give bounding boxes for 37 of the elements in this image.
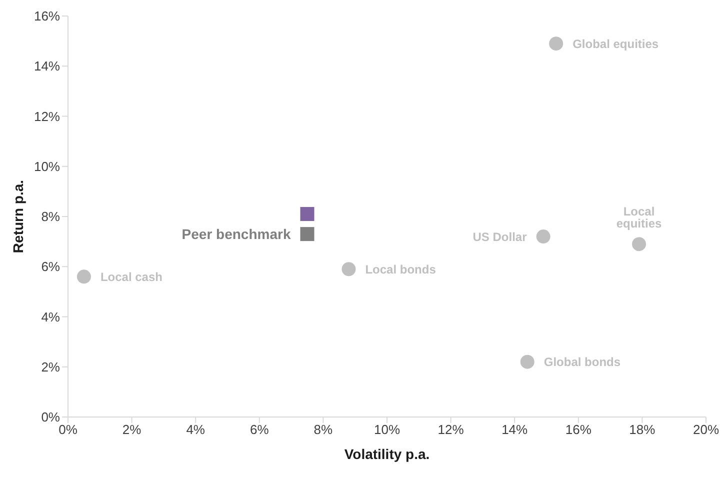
point	[300, 227, 314, 242]
x-tick-label: 10%	[374, 422, 400, 438]
y-tick-label: 2%	[41, 359, 60, 374]
y-tick-label: 6%	[41, 259, 60, 274]
y-tick-label: 0%	[41, 410, 60, 425]
series-label: Local equities	[616, 204, 662, 231]
series-label: Local bonds	[365, 262, 436, 276]
x-tick-label: 2%	[122, 422, 142, 438]
x-tick-label: 20%	[692, 422, 720, 438]
point	[342, 262, 356, 276]
series-label: Peer benchmark	[182, 226, 291, 242]
series-label: Global bonds	[544, 355, 621, 370]
x-tick-label: 14%	[502, 422, 528, 438]
y-tick-label: 4%	[41, 309, 60, 324]
x-axis-title: Volatility p.a.	[344, 446, 430, 462]
y-tick-label: 16%	[34, 8, 60, 24]
series-label: Local cash	[100, 270, 162, 284]
series-label: Global equities	[572, 36, 659, 51]
point	[520, 354, 534, 369]
point	[549, 36, 564, 51]
series-label: US Dollar	[472, 230, 528, 244]
x-tick-label: 0%	[58, 422, 78, 438]
x-tick-label: 8%	[314, 422, 334, 438]
point	[300, 206, 314, 221]
x-tick-label: 18%	[629, 422, 656, 438]
y-tick-label: 10%	[34, 158, 60, 174]
y-tick-label: 14%	[34, 58, 60, 74]
x-tick-label: 4%	[186, 422, 206, 438]
point	[632, 237, 646, 252]
x-tick-label: 6%	[250, 422, 270, 438]
x-tick-label: 16%	[565, 422, 592, 438]
x-tick-label: 12%	[438, 422, 464, 438]
y-axis-title: Return p.a.	[10, 180, 26, 254]
point	[536, 230, 550, 244]
y-tick-label: 8%	[41, 209, 60, 224]
y-tick-label: 12%	[34, 108, 60, 124]
point	[76, 270, 91, 284]
